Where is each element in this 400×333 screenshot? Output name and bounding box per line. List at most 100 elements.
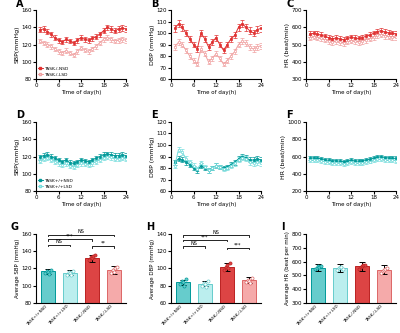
- Text: NS: NS: [212, 230, 220, 235]
- Point: [177, 281, 184, 287]
- Point: [244, 277, 251, 282]
- Point: [200, 280, 207, 286]
- Text: ***: ***: [234, 242, 242, 247]
- Bar: [107, 270, 121, 333]
- Point: [225, 266, 232, 271]
- Text: F: F: [286, 111, 293, 121]
- Point: [318, 263, 324, 268]
- Y-axis label: SBP(mmHg): SBP(mmHg): [15, 138, 20, 175]
- X-axis label: Time of day(h): Time of day(h): [61, 90, 101, 95]
- Y-axis label: HR (beat/min): HR (beat/min): [285, 23, 290, 67]
- Legend: TASK+/+NSD, TASK+/+LSD: TASK+/+NSD, TASK+/+LSD: [38, 178, 73, 189]
- X-axis label: Time of day(h): Time of day(h): [61, 201, 101, 206]
- Point: [338, 264, 344, 269]
- Point: [312, 266, 319, 272]
- Legend: TASK-/-NSD, TASK-/-LSD: TASK-/-NSD, TASK-/-LSD: [38, 67, 68, 77]
- Text: NS: NS: [78, 229, 84, 234]
- Text: NS: NS: [56, 239, 62, 244]
- Point: [202, 281, 208, 287]
- Point: [46, 271, 52, 276]
- Y-axis label: Average HR (beat per min): Average HR (beat per min): [285, 231, 290, 305]
- Point: [182, 276, 189, 281]
- Point: [362, 262, 368, 267]
- Point: [45, 269, 51, 275]
- X-axis label: Time of day(h): Time of day(h): [331, 201, 371, 206]
- Y-axis label: Average SBP (mmHg): Average SBP (mmHg): [15, 239, 20, 298]
- Point: [181, 283, 188, 288]
- Bar: [176, 282, 190, 333]
- Bar: [355, 266, 369, 333]
- Y-axis label: HR (beat/min): HR (beat/min): [282, 135, 286, 178]
- Point: [224, 262, 230, 268]
- Point: [44, 268, 50, 274]
- Point: [243, 280, 250, 285]
- Text: NS: NS: [191, 241, 198, 246]
- Text: ***: ***: [66, 234, 74, 239]
- Y-axis label: Average DBP (mmHg): Average DBP (mmHg): [150, 238, 155, 299]
- Point: [314, 265, 320, 270]
- Point: [92, 252, 98, 257]
- Bar: [198, 284, 212, 333]
- Point: [381, 267, 387, 273]
- Point: [247, 280, 254, 286]
- Point: [110, 267, 116, 273]
- Bar: [220, 267, 234, 333]
- Bar: [63, 273, 77, 333]
- Point: [382, 266, 388, 271]
- X-axis label: Time of day(h): Time of day(h): [196, 201, 236, 206]
- Point: [67, 270, 73, 275]
- Point: [360, 262, 366, 268]
- Point: [378, 270, 384, 275]
- Text: G: G: [11, 222, 19, 232]
- Point: [199, 283, 206, 288]
- Y-axis label: DBP (mmHg): DBP (mmHg): [150, 24, 155, 65]
- Point: [64, 273, 70, 278]
- Point: [334, 267, 340, 272]
- Point: [380, 268, 386, 273]
- Bar: [242, 280, 256, 333]
- Point: [70, 268, 76, 274]
- Point: [66, 269, 72, 275]
- Y-axis label: DBP (mmHg): DBP (mmHg): [150, 136, 155, 177]
- Point: [88, 254, 94, 260]
- Text: E: E: [151, 111, 158, 121]
- Point: [315, 264, 321, 269]
- X-axis label: Time of day(h): Time of day(h): [196, 90, 236, 95]
- Y-axis label: SBP(mmHg): SBP(mmHg): [15, 26, 20, 63]
- Text: **: **: [100, 241, 106, 246]
- Text: H: H: [146, 222, 154, 232]
- Point: [336, 265, 342, 271]
- Point: [204, 278, 211, 283]
- Bar: [333, 268, 347, 333]
- Text: A: A: [16, 0, 24, 9]
- Point: [246, 279, 252, 284]
- Point: [111, 269, 117, 275]
- Text: B: B: [151, 0, 158, 9]
- Point: [358, 264, 364, 270]
- Point: [203, 285, 210, 290]
- Bar: [41, 271, 55, 333]
- Point: [226, 261, 233, 266]
- X-axis label: Time of day(h): Time of day(h): [331, 90, 371, 95]
- Point: [89, 255, 95, 261]
- Point: [48, 267, 54, 273]
- Point: [112, 266, 118, 271]
- Point: [359, 263, 365, 269]
- Point: [42, 270, 49, 275]
- Point: [180, 280, 186, 285]
- Point: [340, 266, 346, 271]
- Text: C: C: [286, 0, 294, 9]
- Point: [221, 267, 228, 273]
- Point: [113, 264, 120, 269]
- Text: ***: ***: [201, 234, 209, 239]
- Point: [68, 272, 74, 277]
- Text: D: D: [16, 111, 24, 121]
- Point: [248, 275, 255, 281]
- Point: [178, 279, 185, 284]
- Point: [337, 265, 343, 270]
- Bar: [311, 267, 325, 333]
- Point: [108, 270, 114, 275]
- Point: [222, 264, 229, 269]
- Bar: [377, 270, 391, 333]
- Point: [86, 257, 92, 262]
